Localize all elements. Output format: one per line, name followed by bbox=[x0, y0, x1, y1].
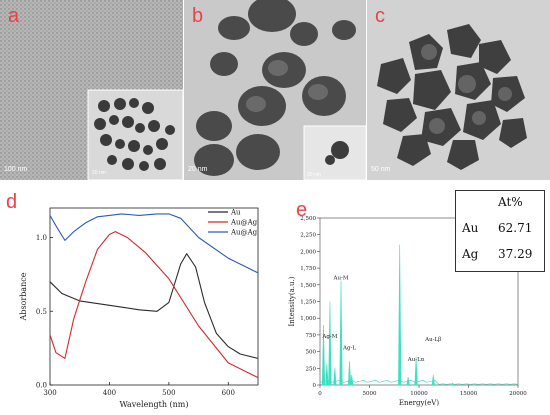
uvvis-chart: 300 400 500 600 0.0 0.5 1.0 Wavelength (nm) Abso… bbox=[19, 207, 259, 409]
inset-scalebar-a: 20 nm bbox=[92, 170, 106, 176]
series-line bbox=[49, 213, 259, 274]
spectrum-peak bbox=[406, 376, 410, 386]
y-tick-label: 2,500 bbox=[300, 216, 316, 222]
y-tick-label: 1,000 bbox=[300, 316, 316, 322]
tem-panel-c: c 50 nm bbox=[367, 0, 550, 180]
x-axis-label: Energy(eV) bbox=[399, 399, 439, 407]
y-tick-label: 1,250 bbox=[300, 300, 316, 306]
x-axis-label: Wavelength (nm) bbox=[119, 400, 188, 409]
y-tick-label: 0 bbox=[313, 383, 317, 389]
spectrum-peak bbox=[431, 374, 435, 386]
composition-value: 62.71 bbox=[498, 221, 533, 235]
tem-panel-a: a 100 nm 20 nm bbox=[0, 0, 183, 180]
spectrum-peak bbox=[321, 324, 326, 386]
scalebar-a-label: 100 nm bbox=[4, 166, 28, 173]
x-tick-label: 0 bbox=[318, 391, 322, 397]
spectrum-peak bbox=[450, 382, 455, 386]
y-tick-label: 0.5 bbox=[36, 308, 47, 316]
x-tick-label: 400 bbox=[103, 389, 116, 397]
scalebar-c: 50 nm bbox=[371, 166, 390, 173]
x-tick-label: 300 bbox=[43, 389, 56, 397]
series-line bbox=[49, 253, 259, 359]
plot-frame bbox=[49, 207, 259, 386]
y-tick-label: 500 bbox=[306, 350, 317, 356]
scalebar-a: 100 nm bbox=[4, 166, 27, 173]
scalebar-b: 20 nm bbox=[188, 166, 207, 173]
spectrum-peak bbox=[398, 244, 402, 386]
spectrum-peak bbox=[414, 356, 418, 386]
eds-chart: 0 5000 10000 15000 20000 0 250 500 750 1,000 1,250… bbox=[288, 216, 527, 407]
peak-annotation: Au-Lα bbox=[407, 357, 425, 363]
panel-letter-c: c bbox=[375, 5, 385, 27]
scalebar-c-label: 50 nm bbox=[371, 166, 391, 173]
x-tick-label: 5000 bbox=[363, 391, 377, 397]
scalebar-b-label: 20 nm bbox=[188, 166, 208, 173]
legend-label: Au@Ag bbox=[230, 229, 258, 237]
y-tick-label: 1,750 bbox=[300, 266, 316, 272]
tem-image-c bbox=[367, 0, 550, 180]
y-tick-label: 1,500 bbox=[300, 283, 316, 289]
legend-label: Au bbox=[230, 209, 241, 217]
inset-scalebar-b: 20 nm bbox=[307, 172, 321, 178]
peak-annotation: Ag-L bbox=[342, 346, 356, 352]
panel-letter-b: b bbox=[192, 5, 204, 27]
peak-annotation: Ag-M bbox=[321, 334, 337, 340]
spectrum-peak bbox=[339, 280, 343, 386]
x-tick-label: 500 bbox=[162, 389, 175, 397]
panel-letter-d: d bbox=[6, 191, 18, 213]
composition-header: At% bbox=[498, 195, 523, 209]
composition-table: At% Au 62.71 Ag 37.29 bbox=[455, 190, 545, 272]
series-line bbox=[49, 231, 259, 379]
legend-label: Au@Ag bbox=[230, 219, 258, 227]
inset-scalebar-a-label: 20 nm bbox=[92, 170, 106, 176]
panel-letter-a: a bbox=[8, 5, 20, 27]
x-tick-label: 600 bbox=[222, 389, 235, 397]
spectrum-peak bbox=[325, 363, 329, 386]
x-tick-label: 15000 bbox=[460, 391, 478, 397]
spectrum-peak bbox=[347, 360, 352, 386]
y-tick-label: 1.0 bbox=[36, 234, 47, 242]
tem-panel-b: b 20 nm 20 nm bbox=[184, 0, 366, 180]
inset-scalebar-b-label: 20 nm bbox=[307, 172, 321, 178]
peak-annotation: Au-Lβ bbox=[424, 337, 441, 343]
x-tick-label: 10000 bbox=[410, 391, 428, 397]
y-tick-label: 2,250 bbox=[300, 233, 316, 239]
spectrum-peak bbox=[333, 367, 337, 386]
panel-letter-e: e bbox=[296, 199, 308, 221]
composition-value: 37.29 bbox=[498, 247, 533, 261]
spectrum-peak bbox=[350, 374, 354, 386]
y-axis-label: Absorbance bbox=[19, 272, 28, 321]
composition-element: Au bbox=[462, 221, 479, 235]
y-axis-label: Intensity(a.u.) bbox=[288, 276, 296, 326]
composition-element: Ag bbox=[462, 247, 479, 261]
y-tick-label: 2,000 bbox=[300, 249, 316, 255]
x-tick-label: 20000 bbox=[509, 391, 527, 397]
y-tick-label: 750 bbox=[306, 333, 317, 339]
tem-image-b bbox=[184, 0, 366, 180]
spectrum-peak bbox=[328, 301, 332, 386]
tem-image-a bbox=[0, 0, 183, 180]
y-tick-label: 0.0 bbox=[36, 382, 47, 390]
y-tick-label: 250 bbox=[306, 366, 317, 372]
peak-annotation: Au-M bbox=[332, 275, 348, 281]
